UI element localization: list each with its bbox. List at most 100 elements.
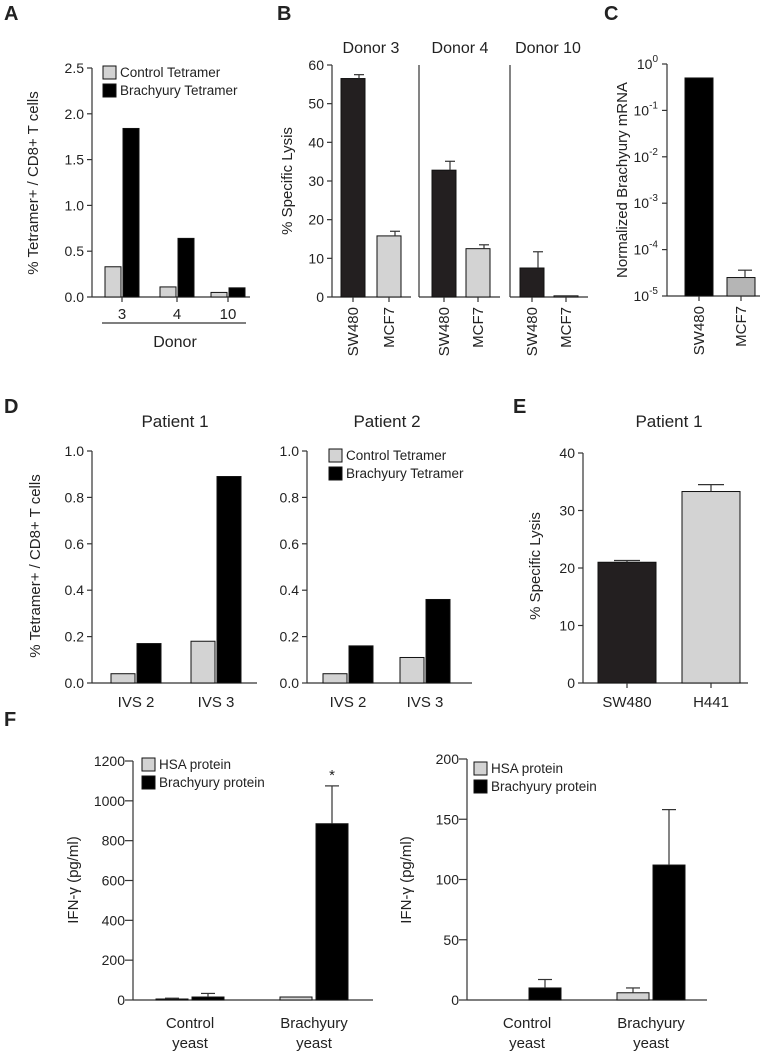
panel-a-bar-control — [104, 266, 122, 298]
panel-d-bar-control — [110, 673, 136, 684]
panel-d-x-tick-label: IVS 2 — [118, 694, 155, 711]
panel-a-y-axis-tick-label: 2.0 — [65, 106, 85, 122]
panel-e-x-tick-label: H441 — [693, 694, 729, 711]
panel-f-x-tick-label: yeast — [633, 1035, 670, 1051]
legend-label: Control Tetramer — [346, 448, 447, 463]
panel-e-y-axis-tick-label: 30 — [559, 503, 575, 519]
panel-letter-e: E — [513, 396, 526, 418]
panel-a-y-axis-tick-label: 2.5 — [65, 60, 85, 76]
panel-d-y-axis-tick-label: 0.4 — [280, 582, 300, 598]
panel-e-x-tick-label: SW480 — [602, 694, 651, 711]
legend-label: Brachyury protein — [159, 775, 265, 790]
panel-d-y-axis-tick-label: 0.2 — [280, 629, 300, 645]
panel-c-bar — [726, 277, 756, 297]
panel-d-bar-brachyury — [348, 645, 374, 684]
panel-f-x-tick-label: Control — [166, 1015, 214, 1032]
panel-c-y-tick-exp: 0 — [652, 54, 658, 65]
panel-e-bar — [681, 491, 741, 684]
panel-a-bar-control — [159, 286, 177, 298]
panel-d-title: Patient 2 — [353, 412, 420, 431]
legend-label: Brachyury Tetramer — [120, 83, 238, 98]
panel-c-y-tick-exp: -4 — [649, 240, 658, 251]
panel-e-y-axis-tick-label: 10 — [559, 618, 575, 634]
panel-b-x-tick-label: MCF7 — [470, 307, 487, 348]
panel-c-y-tick-base: 10 — [634, 149, 650, 165]
panel-d-y-axis-tick-label: 0.8 — [280, 489, 300, 505]
panel-b-panel-title: Donor 10 — [515, 40, 581, 57]
panel-c-y-tick-base: 10 — [634, 242, 650, 258]
panel-f-x-tick-label: yeast — [172, 1035, 209, 1051]
panel-f-x-tick-label: yeast — [296, 1035, 333, 1051]
panel-f-significance-star: * — [329, 767, 335, 784]
panel-a-y-axis-tick-label: 1.5 — [65, 152, 85, 168]
panel-b-bar — [431, 169, 457, 298]
panel-c-x-tick-label: SW480 — [691, 306, 708, 355]
panel-d-x-tick-label: IVS 2 — [330, 694, 367, 711]
panel-d-y-axis-tick-label: 0.8 — [65, 489, 85, 505]
panel-d-y-label: % Tetramer+ / CD8+ T cells — [27, 474, 44, 657]
panel-f-y-axis-tick-label: 100 — [436, 872, 460, 888]
panel-e-y-label: % Specific Lysis — [527, 512, 544, 620]
panel-b-panel-title: Donor 3 — [343, 40, 400, 57]
panel-d-y-axis-tick-label: 0.2 — [65, 629, 85, 645]
panel-d-y-axis-tick-label: 0.4 — [65, 582, 85, 598]
panel-a-y-axis-tick-label: 0.5 — [65, 243, 85, 259]
panel-a-x-tick-label: 4 — [173, 306, 181, 323]
panel-d-y-axis-tick-label: 1.0 — [65, 443, 85, 459]
panel-b-y-axis-tick-label: 30 — [308, 173, 324, 189]
panel-d-title: Patient 1 — [141, 412, 208, 431]
panel-c-y-tick-exp: -2 — [649, 147, 658, 158]
legend-label: Brachyury Tetramer — [346, 466, 464, 481]
panel-f-y-axis-tick-label: 150 — [436, 811, 460, 827]
panel-d-y-axis-tick-label: 0.6 — [280, 536, 300, 552]
panel-a-bar-brachyury — [177, 237, 195, 298]
panel-d-x-tick-label: IVS 3 — [198, 694, 235, 711]
panel-f-bar-hsa — [616, 992, 650, 1001]
panel-f-bar-brachyury — [191, 996, 225, 1001]
legend-label: Brachyury protein — [491, 779, 597, 794]
panel-letter-a: A — [4, 3, 18, 25]
panel-e-title: Patient 1 — [635, 412, 702, 431]
panel-e-y-axis-tick-label: 0 — [567, 675, 575, 691]
legend-swatch — [473, 779, 488, 794]
panel-a-x-tick-label: 3 — [118, 306, 126, 323]
panel-c-y-tick-base: 10 — [634, 288, 650, 304]
panel-b-y-axis-tick-label: 0 — [316, 289, 324, 305]
panel-letter-d: D — [4, 396, 18, 418]
panel-letter-c: C — [604, 3, 618, 25]
panel-f-x-tick-label: Brachyury — [617, 1015, 685, 1032]
panel-b-y-axis-tick-label: 50 — [308, 96, 324, 112]
panel-f-y-axis-tick-label: 0 — [117, 992, 125, 1008]
panel-c-y-tick-label: 100 — [637, 54, 659, 72]
panel-a-y-label: % Tetramer+ / CD8+ T cells — [25, 91, 42, 274]
panel-f-y-axis-tick-label: 1200 — [94, 753, 125, 769]
panel-f-x-tick-label: yeast — [509, 1035, 546, 1051]
panel-e-bar — [597, 561, 657, 684]
legend-swatch — [328, 466, 343, 481]
panel-f-x-tick-label: Control — [503, 1015, 551, 1032]
panel-b-y-axis-tick-label: 10 — [308, 250, 324, 266]
panel-e-y-axis-tick-label: 40 — [559, 445, 575, 461]
panel-d-y-axis-tick-label: 1.0 — [280, 443, 300, 459]
panel-f-bar-brachyury — [652, 864, 686, 1001]
panel-a-bar-brachyury — [122, 127, 140, 298]
panel-f-y-axis-tick-label: 200 — [436, 751, 460, 767]
panel-f-y-axis-tick-label: 50 — [443, 932, 459, 948]
panel-d-y-axis-tick-label: 0.6 — [65, 536, 85, 552]
panel-b-y-label: % Specific Lysis — [279, 127, 296, 235]
panel-a-x-tick-label: 10 — [220, 306, 237, 323]
panel-e-y-axis-tick-label: 20 — [559, 560, 575, 576]
panel-c-y-tick-label: 10-2 — [634, 147, 659, 165]
panel-b-x-tick-label: MCF7 — [381, 307, 398, 348]
legend-swatch — [102, 83, 117, 98]
panel-b-bar — [465, 248, 491, 298]
panel-f-y-axis-tick-label: 800 — [102, 833, 126, 849]
panel-c-y-tick-base: 10 — [637, 56, 653, 72]
panel-c-y-tick-base: 10 — [634, 195, 650, 211]
panel-b-panel-title: Donor 4 — [432, 40, 489, 57]
panel-b-bar — [376, 235, 402, 298]
panel-f-bar-hsa — [155, 998, 189, 1001]
panel-d-bar-brachyury — [136, 643, 162, 684]
panel-c-y-tick-label: 10-1 — [634, 100, 659, 118]
panel-c-y-tick-label: 10-4 — [634, 240, 659, 258]
